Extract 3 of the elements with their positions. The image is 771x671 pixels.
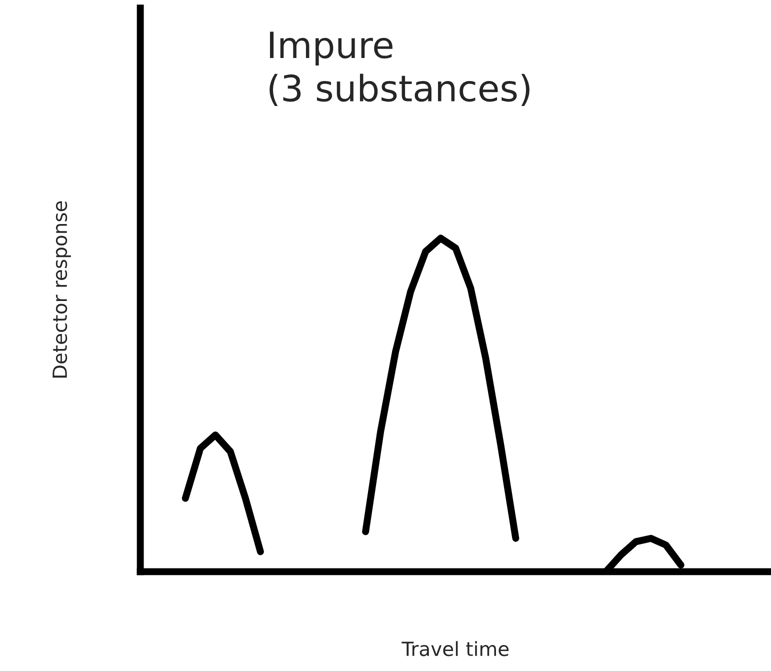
y-axis-title: Detector response (52, 201, 71, 378)
text: Impure (3 substances) (270, 32, 530, 106)
x-axis-title: Travel time (402, 641, 509, 656)
